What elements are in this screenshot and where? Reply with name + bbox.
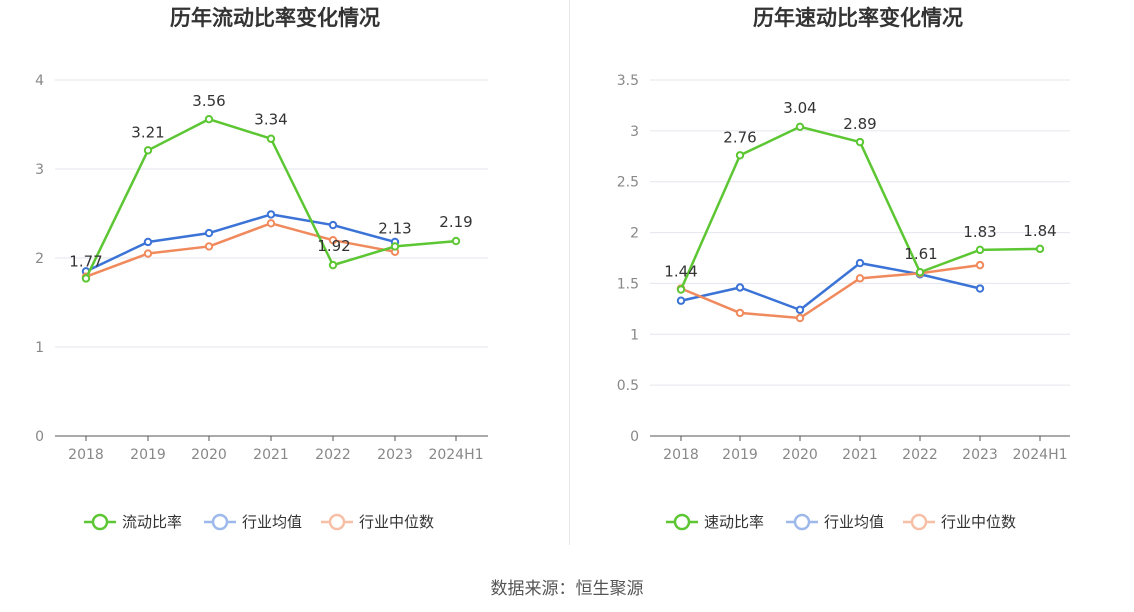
x-tick-label: 2024H1 <box>428 447 483 463</box>
data-point[interactable] <box>855 258 865 268</box>
data-label: 2.19 <box>439 213 472 231</box>
x-tick-label: 2018 <box>663 447 699 463</box>
x-tick-label: 2019 <box>722 447 758 463</box>
y-tick-label: 1 <box>630 327 639 343</box>
data-label: 2.76 <box>723 128 756 146</box>
data-point[interactable] <box>855 274 865 283</box>
data-point[interactable] <box>855 137 865 147</box>
chart-title: 历年流动比率变化情况 <box>170 6 380 30</box>
legend-marker[interactable] <box>673 513 691 531</box>
current-ratio-chart-svg: 历年流动比率变化情况 0 1 2 3 4 2018 2019 2020 2021 2022 2023 2… <box>35 6 488 531</box>
data-label: 2.13 <box>378 219 411 237</box>
series-line-1 <box>680 261 981 312</box>
quick-ratio-chart-svg: 历年速动比率变化情况 0 0.5 1 1.5 2 2.5 3 3.5 2018 2019 2020 20… <box>617 6 1070 531</box>
legend-label[interactable]: 流动比率 <box>122 513 182 531</box>
data-label: 1.92 <box>317 237 350 255</box>
data-label: 1.61 <box>904 245 937 263</box>
data-point[interactable] <box>328 260 338 270</box>
data-point[interactable] <box>915 268 925 277</box>
data-point[interactable] <box>795 313 805 323</box>
data-point[interactable] <box>328 236 338 245</box>
x-tick-label: 2022 <box>902 447 938 463</box>
chart-title: 历年速动比率变化情况 <box>753 6 963 30</box>
x-tick-label: 2018 <box>68 447 104 463</box>
y-tick-label: 1 <box>35 340 44 356</box>
x-tick-label: 2022 <box>315 447 351 463</box>
data-point[interactable] <box>81 274 91 283</box>
x-tick-label: 2023 <box>962 447 998 463</box>
legend-marker[interactable] <box>328 513 346 531</box>
x-tick-label: 2024H1 <box>1012 447 1067 463</box>
data-point[interactable] <box>451 236 461 246</box>
series-line-2 <box>85 222 396 278</box>
quick-ratio-chart: 历年速动比率变化情况 0 0.5 1 1.5 2 2.5 3 3.5 2018 2019 2020 20… <box>567 0 1134 560</box>
legend-marker[interactable] <box>211 513 229 531</box>
data-point[interactable] <box>266 219 276 228</box>
y-tick-label: 0 <box>35 429 44 445</box>
legend-label[interactable]: 行业中位数 <box>359 513 434 531</box>
y-tick-label: 2.5 <box>617 175 639 191</box>
data-point[interactable] <box>328 220 338 230</box>
y-tick-label: 0.5 <box>617 378 639 394</box>
x-tick-label: 2020 <box>191 447 227 463</box>
data-label: 1.83 <box>963 223 996 241</box>
current-ratio-chart: 历年流动比率变化情况 0 1 2 3 4 2018 2019 2020 2021 2022 2023 2… <box>0 0 567 560</box>
chart-divider <box>569 0 570 545</box>
data-label: 3.21 <box>131 123 164 141</box>
data-point[interactable] <box>975 260 985 270</box>
y-tick-label: 0 <box>630 429 639 445</box>
data-point[interactable] <box>266 134 276 143</box>
x-tick-label: 2021 <box>253 447 289 463</box>
data-point[interactable] <box>204 114 214 124</box>
y-tick-label: 2 <box>630 226 639 242</box>
data-label: 1.84 <box>1023 222 1056 240</box>
series-line-0 <box>84 117 457 280</box>
legend-marker[interactable] <box>910 513 928 531</box>
data-point[interactable] <box>390 242 400 251</box>
data-label: 1.44 <box>664 263 697 281</box>
data-point[interactable] <box>735 151 745 160</box>
y-tick-label: 1.5 <box>617 276 639 292</box>
data-point[interactable] <box>143 146 153 155</box>
legend-label[interactable]: 行业均值 <box>824 513 884 531</box>
series-line-1 <box>85 213 396 273</box>
data-point[interactable] <box>975 245 985 255</box>
x-tick-label: 2023 <box>377 447 413 463</box>
legend-marker[interactable] <box>91 513 109 531</box>
legend-marker[interactable] <box>793 513 811 531</box>
x-tick-label: 2019 <box>130 447 166 463</box>
legend-label[interactable]: 行业均值 <box>242 513 302 531</box>
data-point[interactable] <box>266 210 276 219</box>
legend-label[interactable]: 速动比率 <box>704 513 764 531</box>
data-label: 3.04 <box>783 99 816 117</box>
data-point[interactable] <box>204 228 214 238</box>
legend-label[interactable]: 行业中位数 <box>941 513 1016 531</box>
data-label: 2.89 <box>843 115 876 133</box>
data-point[interactable] <box>1035 244 1045 254</box>
data-label: 3.34 <box>254 111 287 129</box>
x-tick-label: 2020 <box>782 447 818 463</box>
data-point[interactable] <box>735 283 745 292</box>
data-point[interactable] <box>204 242 214 251</box>
data-label: 1.77 <box>69 252 102 270</box>
data-point[interactable] <box>975 284 985 293</box>
y-tick-label: 3 <box>35 162 44 178</box>
y-tick-label: 3 <box>630 124 639 140</box>
data-point[interactable] <box>143 237 153 247</box>
y-tick-label: 4 <box>35 73 44 89</box>
data-point[interactable] <box>795 305 805 315</box>
y-tick-label: 2 <box>35 251 44 267</box>
series-line-2 <box>680 263 981 320</box>
data-point[interactable] <box>676 285 686 294</box>
data-source: 数据来源：恒生聚源 <box>490 579 644 599</box>
x-tick-label: 2021 <box>842 447 878 463</box>
data-point[interactable] <box>795 122 805 131</box>
data-point[interactable] <box>143 249 153 258</box>
data-label: 3.56 <box>192 92 225 110</box>
data-point[interactable] <box>735 308 745 318</box>
data-point[interactable] <box>676 296 686 305</box>
y-tick-label: 3.5 <box>617 73 639 89</box>
